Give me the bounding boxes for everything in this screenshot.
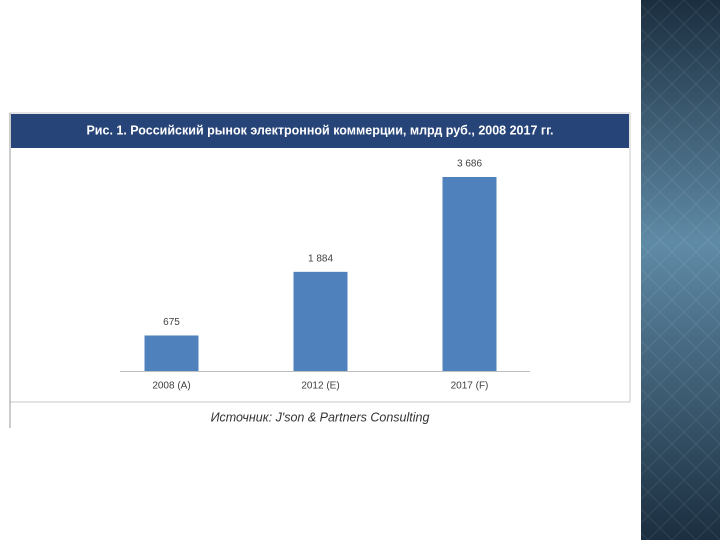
- title-bar: [11, 114, 629, 148]
- x-tick-label: 2017 (F): [451, 381, 489, 392]
- chart-title: Рис. 1. Российский рынок электронной ком…: [86, 123, 553, 137]
- bar: [293, 271, 348, 371]
- x-tick-label: 2012 (E): [301, 381, 339, 392]
- side-pattern: [641, 0, 720, 540]
- data-label: 1 884: [308, 253, 333, 264]
- data-label: 3 686: [457, 159, 482, 170]
- x-tick-label: 2008 (A): [152, 381, 190, 392]
- bar: [442, 177, 497, 371]
- data-label: 675: [163, 317, 180, 328]
- bar: [144, 335, 199, 371]
- source-note: Источник: J'son & Partners Consulting: [211, 410, 430, 424]
